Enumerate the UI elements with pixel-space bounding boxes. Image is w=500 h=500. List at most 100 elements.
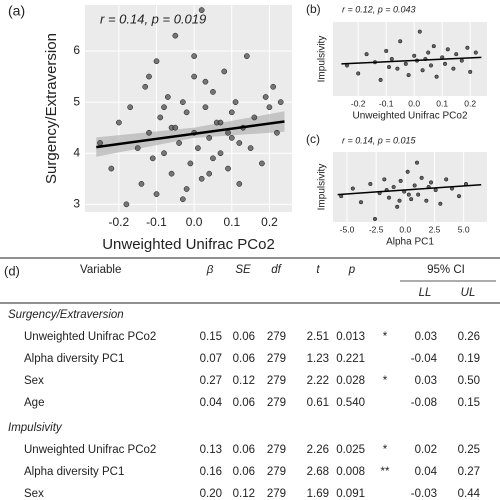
point xyxy=(431,44,436,49)
point xyxy=(372,216,378,222)
point xyxy=(382,177,387,182)
point xyxy=(198,7,205,13)
table-cell: 2.68 xyxy=(307,466,329,478)
table-cell: 279 xyxy=(267,331,286,343)
column-header: Variable xyxy=(80,264,121,276)
x-tick-label: 0.2 xyxy=(464,98,476,108)
table-cell: 0.25 xyxy=(458,444,480,456)
point xyxy=(395,204,400,209)
point xyxy=(149,155,156,162)
table-cell: 0.12 xyxy=(233,375,255,387)
table-cell: 2.22 xyxy=(307,375,329,387)
point xyxy=(221,68,228,75)
point xyxy=(262,94,269,100)
table-cell: 2.26 xyxy=(307,444,329,456)
table-cell: 279 xyxy=(267,444,286,456)
table-cell: * xyxy=(383,331,388,343)
point xyxy=(459,58,464,63)
table-cell: * xyxy=(383,375,388,387)
table-cell: 0.02 xyxy=(415,444,437,456)
y-tick-label: 3 xyxy=(73,197,80,211)
point xyxy=(232,99,239,105)
column-header: LL xyxy=(419,287,432,299)
table-cell: * xyxy=(383,444,388,456)
table-cell: Alpha diversity PC1 xyxy=(24,353,124,365)
point xyxy=(386,64,392,70)
point xyxy=(358,200,364,205)
table-cell: Alpha diversity PC1 xyxy=(24,466,124,478)
point xyxy=(277,99,284,105)
table-cell: 279 xyxy=(267,488,286,500)
point xyxy=(445,47,450,52)
x-tick-label: 2.5 xyxy=(429,224,441,234)
table-cell: 0.07 xyxy=(200,353,222,365)
table-cell: 0.025 xyxy=(336,444,365,456)
point xyxy=(456,194,462,199)
point xyxy=(368,181,373,187)
table-cell: 0.44 xyxy=(458,488,481,500)
point xyxy=(426,50,431,55)
point xyxy=(108,165,115,172)
table-cell: Sex xyxy=(24,488,44,500)
point xyxy=(398,39,403,44)
point xyxy=(391,184,396,190)
point xyxy=(217,119,224,126)
section-title: Surgency/Extraversion xyxy=(8,309,124,321)
table-cell: 0.16 xyxy=(200,466,222,478)
x-tick-label: 0.2 xyxy=(261,215,278,229)
point xyxy=(228,135,235,141)
point xyxy=(454,52,459,57)
table-cell: 0.15 xyxy=(458,397,480,409)
point xyxy=(180,99,186,105)
table-cell: 0.028 xyxy=(336,375,365,387)
point xyxy=(97,140,103,146)
column-header: UL xyxy=(461,287,476,299)
point xyxy=(183,186,190,192)
table-cell: 0.04 xyxy=(200,397,223,409)
point xyxy=(228,109,235,116)
point xyxy=(138,181,145,187)
point xyxy=(206,170,213,177)
point xyxy=(206,135,213,141)
point xyxy=(243,53,250,59)
y-tick-label: 6 xyxy=(73,43,80,57)
point xyxy=(350,186,355,191)
table-cell: 0.06 xyxy=(233,353,255,365)
point xyxy=(438,201,443,206)
point xyxy=(465,45,470,50)
point xyxy=(389,56,394,62)
table-cell: 0.091 xyxy=(336,488,365,500)
point xyxy=(428,180,434,185)
table-cell: 1.69 xyxy=(307,488,329,500)
column-header: t xyxy=(316,264,320,276)
y-axis-label: Impulsivity xyxy=(317,164,328,211)
point xyxy=(176,140,182,146)
annotation: r = 0.12, p = 0.043 xyxy=(342,4,416,14)
point xyxy=(356,71,361,76)
point xyxy=(274,129,280,136)
table-cell: 0.06 xyxy=(233,331,255,343)
point xyxy=(414,160,420,165)
point xyxy=(386,195,392,200)
point xyxy=(403,61,408,66)
table-cell: 0.06 xyxy=(233,397,255,409)
x-tick-label: 0.1 xyxy=(223,215,240,229)
point xyxy=(202,78,209,85)
x-tick-label: -0.1 xyxy=(379,98,394,108)
fit-line xyxy=(337,183,482,196)
x-tick-label: -5.0 xyxy=(340,224,355,234)
y-tick-label: 5 xyxy=(73,94,80,108)
point xyxy=(191,73,197,80)
y-tick-label: 4 xyxy=(73,145,80,159)
x-axis-label: Unweighted Unifrac PCo2 xyxy=(102,236,275,253)
point xyxy=(398,178,403,183)
x-tick-label: 0.1 xyxy=(436,98,448,108)
point xyxy=(236,181,243,187)
table-cell: 0.013 xyxy=(336,331,365,343)
point xyxy=(161,104,167,111)
x-tick-label: -2.5 xyxy=(369,224,384,234)
point xyxy=(168,170,175,177)
column-header: β xyxy=(206,264,214,276)
table-cell: 0.03 xyxy=(415,331,437,343)
table-cell: Unweighted Unifrac PCo2 xyxy=(24,444,156,456)
